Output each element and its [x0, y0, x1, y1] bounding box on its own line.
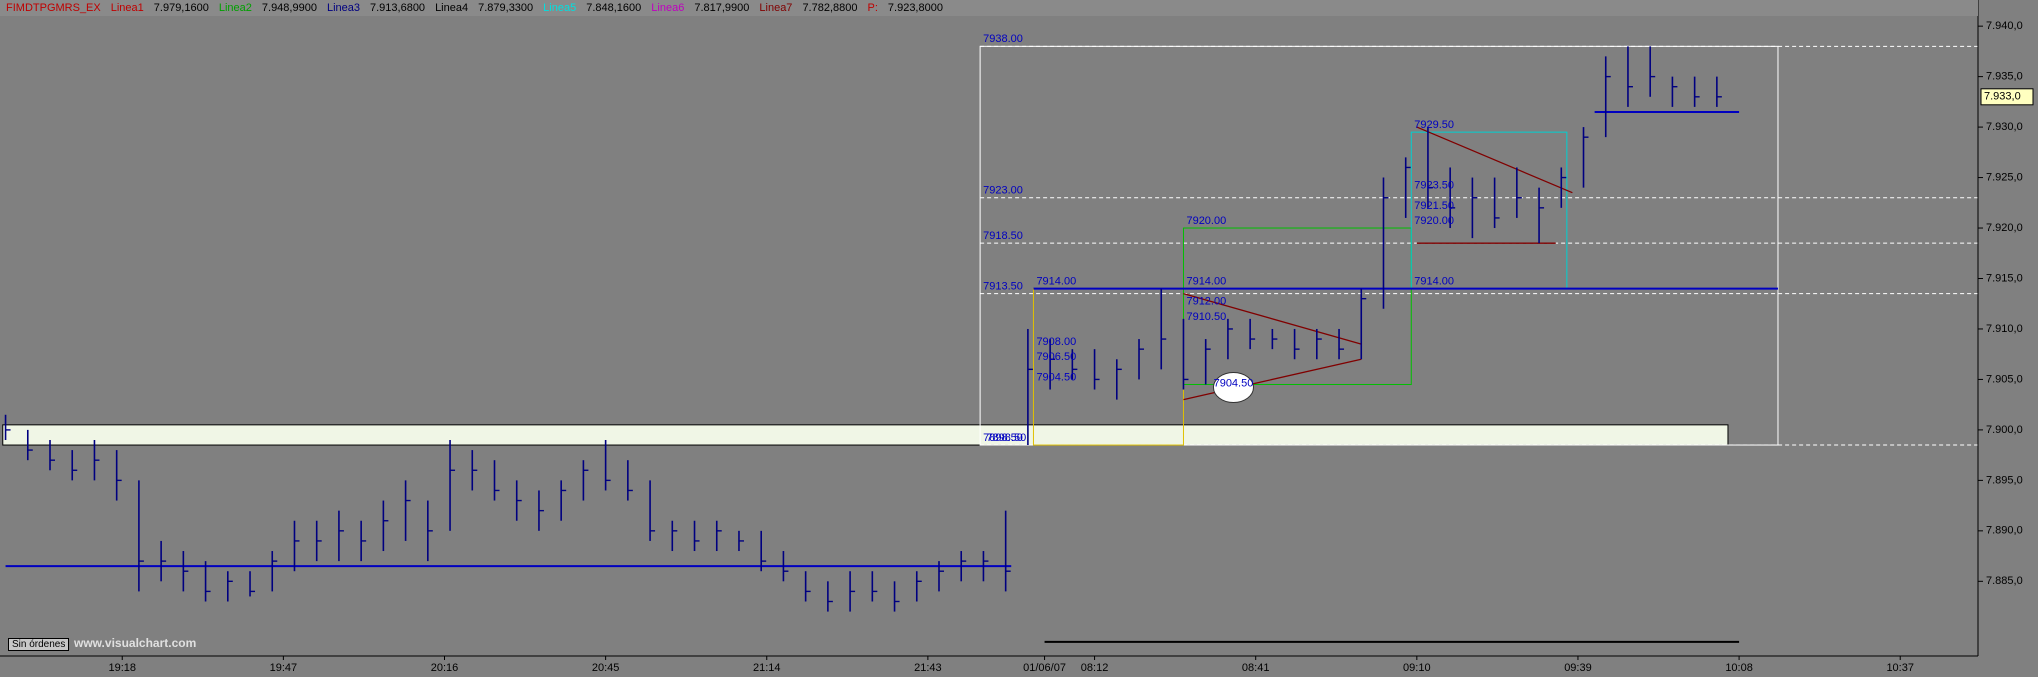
level-label: 7918.50 [983, 230, 1023, 242]
x-tick-label: 09:10 [1403, 662, 1431, 674]
highlight-ellipse [1212, 372, 1254, 404]
indicator-name: Linea7 [759, 2, 793, 14]
indicator-value: 7.979,1600 [153, 2, 209, 14]
indicator-value: 7.817,9900 [694, 2, 750, 14]
fib-box [1182, 227, 1412, 385]
x-tick-label: 08:12 [1081, 662, 1109, 674]
trend-line [1183, 293, 1362, 345]
indicator-name: Linea4 [435, 2, 469, 14]
level-label: 7938.00 [983, 33, 1023, 45]
x-tick-label: 19:18 [108, 662, 136, 674]
x-tick-label: 01/06/07 [1023, 662, 1066, 674]
x-tick-label: 20:45 [592, 662, 620, 674]
indicator-name: Linea3 [326, 2, 360, 14]
x-tick-label: 10:37 [1886, 662, 1914, 674]
symbol: FIMDTPGMRS_EX [6, 2, 101, 14]
indicator-value: 7.923,8000 [887, 2, 943, 14]
level-label: 7898.50 [983, 432, 1023, 444]
y-tick-label: 7.885,0 [1986, 575, 2023, 587]
indicator-value: 7.782,8800 [802, 2, 858, 14]
annotation-label: 7914.00 [1036, 275, 1076, 287]
y-tick-label: 7.935,0 [1986, 71, 2023, 83]
annotation-label: 7910.50 [1186, 311, 1226, 323]
annotation-label: 7921.50 [1414, 200, 1454, 212]
annotation-label: 7914.00 [1414, 275, 1454, 287]
y-tick-label: 7.890,0 [1986, 525, 2023, 537]
indicator-name: Linea6 [651, 2, 685, 14]
indicator-name: Linea1 [110, 2, 144, 14]
highlight-label: 7904.50 [1214, 377, 1254, 389]
indicator-name: Linea5 [543, 2, 577, 14]
y-tick-label: 7.895,0 [1986, 474, 2023, 486]
annotation-label: 7912.00 [1186, 296, 1226, 308]
annotation-label: 7920.00 [1414, 215, 1454, 227]
indicator-header: FIMDTPGMRS_EX Linea1 7.979,1600 Linea2 7.948… [0, 0, 1978, 16]
annotation-label: 7929.50 [1414, 119, 1454, 131]
y-tick-label: 7.930,0 [1986, 121, 2023, 133]
annotation-label: 7908.00 [1036, 336, 1076, 348]
trend-line [1416, 126, 1573, 194]
x-tick-label: 09:39 [1564, 662, 1592, 674]
indicator-name: P: [867, 2, 878, 14]
annotation-label: 7923.50 [1414, 180, 1454, 192]
y-tick-label: 7.910,0 [1986, 323, 2023, 335]
last-price-box [1980, 88, 2034, 106]
x-tick-label: 10:08 [1725, 662, 1753, 674]
annotation-label: 7898.50 [986, 432, 1026, 444]
y-tick-label: 7.940,0 [1986, 20, 2023, 32]
indicator-value: 7.948,9900 [261, 2, 317, 14]
indicator-name: Linea2 [218, 2, 252, 14]
annotation-label: 7920.00 [1186, 215, 1226, 227]
indicator-value: 7.913,6800 [370, 2, 426, 14]
y-tick-label: 7.915,0 [1986, 272, 2023, 284]
watermark: www.visualchart.com [74, 636, 197, 650]
indicator-value: 7.879,3300 [478, 2, 534, 14]
annotation-label: 7904.50 [1036, 371, 1076, 383]
orders-button[interactable]: Sin órdenes [8, 638, 70, 651]
x-tick-label: 21:14 [753, 662, 781, 674]
annotation-label: 7906.50 [1036, 351, 1076, 363]
last-price-label: 7.933,0 [1984, 91, 2021, 103]
price-band [2, 424, 1729, 446]
x-tick-label: 21:43 [914, 662, 942, 674]
y-tick-label: 7.900,0 [1986, 424, 2023, 436]
indicator-value: 7.848,1600 [586, 2, 642, 14]
x-tick-label: 19:47 [270, 662, 298, 674]
y-tick-label: 7.920,0 [1986, 222, 2023, 234]
y-tick-label: 7.905,0 [1986, 373, 2023, 385]
range-box [979, 45, 1779, 446]
x-tick-label: 20:16 [431, 662, 459, 674]
level-label: 7913.50 [983, 281, 1023, 293]
y-tick-label: 7.925,0 [1986, 171, 2023, 183]
x-tick-label: 08:41 [1242, 662, 1270, 674]
level-label: 7923.00 [983, 185, 1023, 197]
annotation-label: 7914.00 [1186, 275, 1226, 287]
trend-line [1183, 358, 1362, 401]
